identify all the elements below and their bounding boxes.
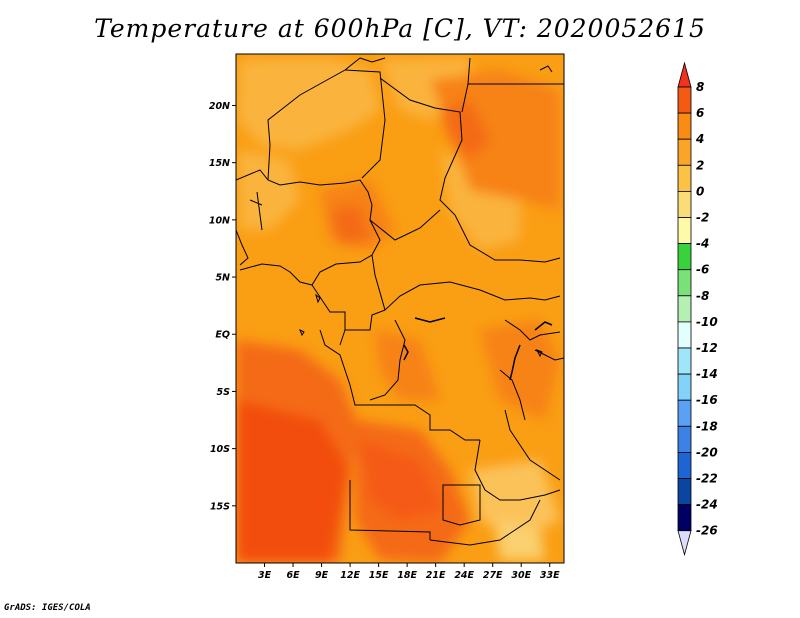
colorbar-label: 4 — [695, 132, 704, 146]
colorbar-label: 6 — [696, 106, 704, 120]
lat-tick-label: EQ — [215, 330, 230, 341]
colorbar-swatch — [677, 321, 692, 349]
colorbar-label: -12 — [696, 341, 718, 355]
colorbar-swatch — [677, 504, 692, 532]
colorbar-swatch — [677, 243, 692, 271]
lon-tick-label: 33E — [540, 570, 560, 581]
grads-credit: GrADS: IGES/COLA — [4, 603, 91, 613]
colorbar-label: -24 — [696, 498, 718, 512]
colorbar-swatch — [677, 269, 692, 297]
longitude-axis: 3E 6E 9E 12E 15E 18E 21E 24E 27E 30E 33E — [258, 563, 560, 581]
colorbar-top-arrow — [677, 61, 692, 88]
lat-tick-label: 15N — [209, 158, 230, 169]
colorbar-swatch — [677, 295, 692, 323]
colorbar-swatch — [677, 478, 692, 506]
lat-tick-label: 20N — [209, 101, 230, 112]
colorbar-label: -2 — [696, 211, 709, 225]
colorbar-label: -20 — [696, 445, 718, 459]
colorbar-swatch — [677, 217, 692, 245]
colorbar-swatch — [677, 399, 692, 427]
lon-tick-label: 21E — [426, 570, 446, 581]
colorbar-bottom-arrow — [677, 530, 692, 557]
colorbar-swatch — [677, 190, 692, 218]
colorbar-label: -14 — [696, 367, 718, 381]
colorbar-label: -10 — [696, 315, 718, 329]
colorbar-label: 0 — [696, 184, 704, 198]
latitude-axis: 20N 15N 10N 5N EQ 5S 10S 15S — [209, 101, 236, 512]
lat-tick-label: 10N — [209, 215, 230, 226]
lat-tick-label: 10S — [210, 444, 230, 455]
lat-tick-label: 5N — [215, 273, 230, 284]
lon-tick-label: 3E — [258, 570, 272, 581]
colorbar: 8 6 4 2 0 -2 -4 -6 -8 -10 -12 -14 -16 -18 -20 -22 -24 -26 — [677, 61, 718, 557]
colorbar-swatch — [677, 373, 692, 401]
colorbar-label: -6 — [696, 263, 709, 277]
colorbar-swatch — [677, 86, 692, 114]
lon-tick-label: 18E — [397, 570, 417, 581]
colorbar-swatch — [677, 138, 692, 166]
lon-tick-label: 6E — [286, 570, 300, 581]
map-title: Temperature at 600hPa [C], VT: 202005261… — [94, 14, 706, 43]
colorbar-label: -4 — [696, 237, 709, 251]
lon-tick-label: 15E — [369, 570, 389, 581]
lon-tick-label: 30E — [511, 570, 531, 581]
colorbar-label: 8 — [696, 80, 704, 94]
colorbar-swatch — [677, 164, 692, 192]
lat-tick-label: 15S — [210, 501, 230, 512]
map-frame — [235, 53, 565, 564]
colorbar-swatch — [677, 347, 692, 375]
colorbar-label: 2 — [696, 158, 704, 172]
country-boundaries — [236, 57, 564, 546]
temperature-field — [236, 54, 564, 563]
colorbar-swatch — [677, 112, 692, 140]
lat-tick-label: 5S — [217, 387, 231, 398]
colorbar-swatch — [677, 425, 692, 453]
colorbar-label: -22 — [696, 472, 718, 486]
colorbar-label: -18 — [696, 419, 718, 433]
colorbar-label: -8 — [696, 289, 709, 303]
lon-tick-label: 24E — [454, 570, 474, 581]
colorbar-label: -16 — [696, 393, 718, 407]
colorbar-label: -26 — [696, 524, 718, 538]
lon-tick-label: 9E — [315, 570, 329, 581]
colorbar-swatch — [677, 451, 692, 479]
lon-tick-label: 27E — [483, 570, 503, 581]
lon-tick-label: 12E — [340, 570, 360, 581]
